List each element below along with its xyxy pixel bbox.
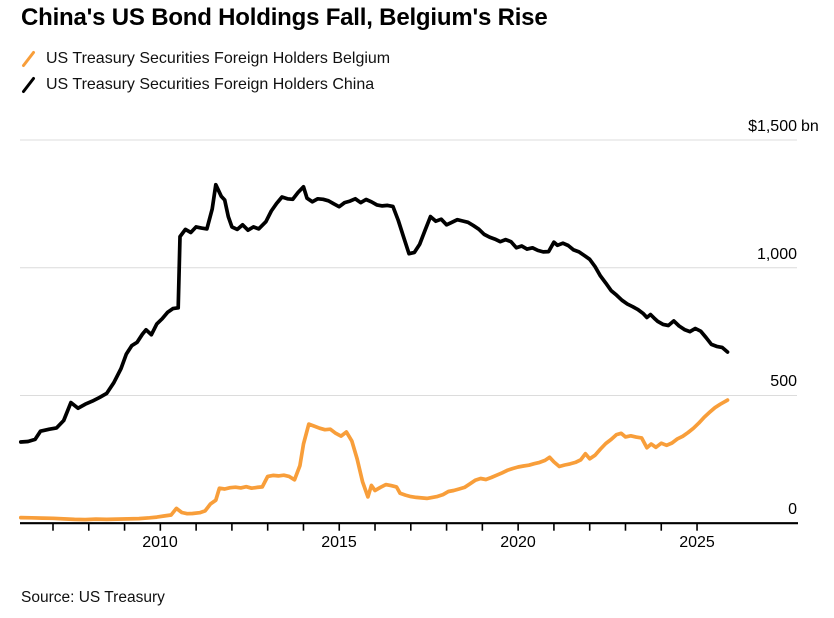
y-tick-label-500: 500 [770,373,797,390]
x-tick-label-2025: 2025 [679,534,715,551]
legend-item-china: US Treasury Securities Foreign Holders C… [21,72,390,98]
belgium-line-swatch-icon [22,51,35,67]
x-tick-label-2010: 2010 [142,534,178,551]
y-tick-label-1500: $1,500 [748,118,797,135]
y-tick-label-0: 0 [788,501,797,518]
x-tick-label-2015: 2015 [321,534,357,551]
china-line-swatch-icon [22,77,35,93]
legend-label-china: US Treasury Securities Foreign Holders C… [46,76,375,93]
y-tick-label-1000: 1,000 [756,246,797,263]
source-note: Source: US Treasury [21,589,165,606]
y-axis-unit-label: bn [801,118,819,135]
legend-item-belgium: US Treasury Securities Foreign Holders B… [21,46,390,72]
legend-label-belgium: US Treasury Securities Foreign Holders B… [46,50,391,67]
chart-title: China's US Bond Holdings Fall, Belgium's… [21,4,548,31]
x-tick-label-2020: 2020 [500,534,536,551]
legend: US Treasury Securities Foreign Holders B… [21,46,390,98]
